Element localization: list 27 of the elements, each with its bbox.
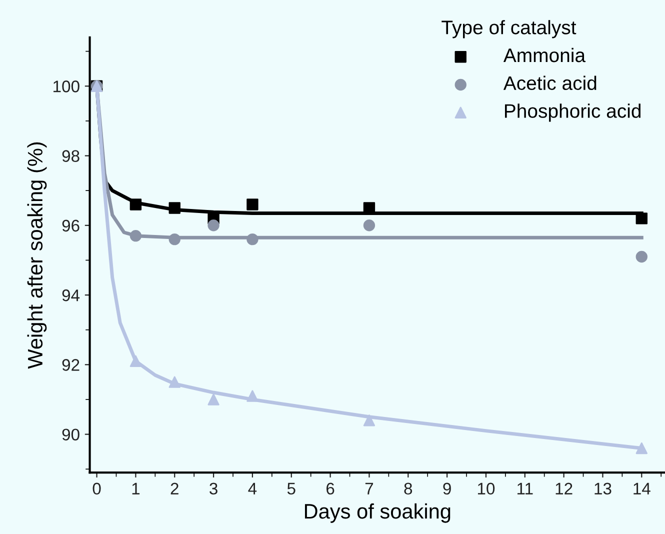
legend-label: Acetic acid <box>503 76 596 90</box>
x-tick-label: 11 <box>518 482 533 494</box>
x-tick-label: 2 <box>170 482 178 494</box>
x-tick-label: 13 <box>594 482 612 495</box>
legend-label: Ammonia <box>503 48 586 62</box>
x-tick-label: 8 <box>404 482 412 495</box>
x-tick-label: 14 <box>634 482 650 494</box>
x-tick-label: 1 <box>132 482 140 494</box>
x-tick-label: 4 <box>248 482 257 494</box>
x-tick-label: 5 <box>287 482 296 495</box>
x-tick-label: 9 <box>443 482 451 495</box>
y-tick-label: 96 <box>62 220 80 232</box>
x-tick-label: 0 <box>92 482 101 495</box>
x-tick-label: 3 <box>210 482 218 495</box>
legend-label: Phosphoric acid <box>505 104 640 122</box>
x-tick-label: 6 <box>326 482 334 495</box>
y-tick-label: 100 <box>54 80 80 92</box>
y-tick-label: 98 <box>62 150 80 162</box>
x-tick-label: 12 <box>556 482 572 494</box>
x-axis-title: Days of soaking <box>304 503 450 523</box>
x-tick-label: 10 <box>478 482 495 495</box>
y-tick-label: 90 <box>62 428 80 440</box>
y-tick-label: 94 <box>62 289 80 302</box>
y-axis-title: Weight after soaking (%) <box>27 142 47 369</box>
y-tick-label: 92 <box>62 359 80 371</box>
legend-title: Type of catalyst <box>442 20 576 38</box>
x-tick-label: 7 <box>365 482 374 494</box>
